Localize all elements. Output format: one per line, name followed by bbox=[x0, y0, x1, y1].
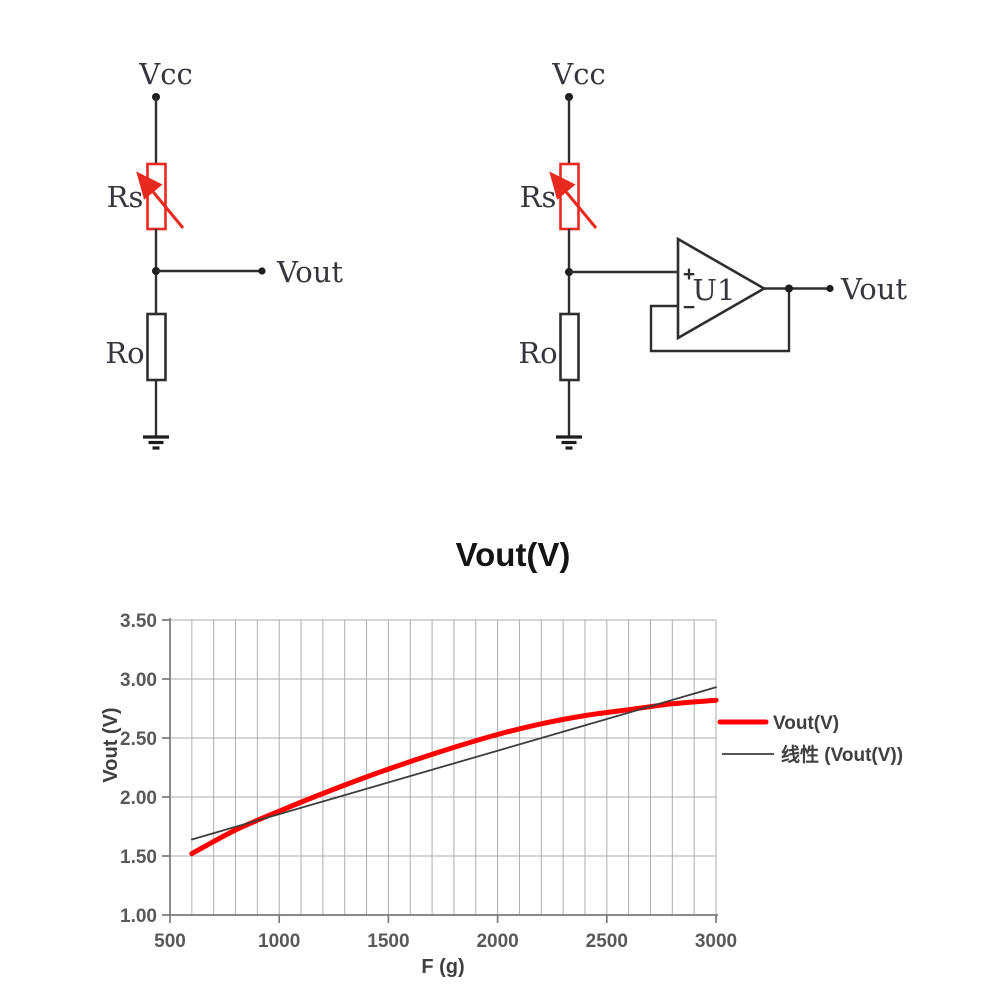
x-tick-label: 2000 bbox=[476, 931, 518, 952]
circuit-right: Vcc Rs Ro + − U1 bbox=[518, 57, 907, 450]
chart-axes bbox=[162, 618, 718, 923]
legend-label-linear: 线性 (Vout(V)) bbox=[781, 743, 903, 766]
vcc-label: Vcc bbox=[138, 57, 192, 91]
chart-gridlines bbox=[170, 619, 717, 915]
opamp-triangle bbox=[676, 236, 767, 341]
ground-symbol bbox=[556, 435, 582, 450]
y-tick-label: 2.50 bbox=[120, 729, 157, 750]
y-tick-label: 3.00 bbox=[120, 670, 157, 691]
x-tick-label: 1500 bbox=[367, 931, 409, 952]
rs-label: Rs bbox=[520, 180, 557, 214]
opamp-minus-input: − bbox=[683, 296, 695, 319]
y-tick-label: 1.00 bbox=[120, 906, 157, 927]
resistor-r0 bbox=[146, 312, 167, 382]
r0-label: Ro bbox=[105, 336, 144, 370]
chart-series bbox=[189, 686, 719, 857]
chart-legend: Vout(V) 线性 (Vout(V)) bbox=[717, 713, 903, 766]
x-tick-label: 3000 bbox=[695, 931, 737, 952]
feedback-wire bbox=[649, 288, 791, 353]
x-axis-label: F (g) bbox=[421, 956, 464, 978]
rs-label: Rs bbox=[107, 180, 144, 214]
ground-symbol bbox=[143, 435, 169, 450]
x-tick-label: 2500 bbox=[586, 931, 628, 952]
vout-label: Vout bbox=[276, 255, 343, 289]
variable-resistor-arrow bbox=[136, 171, 185, 229]
opamp-plus-input: + bbox=[683, 263, 695, 286]
legend-label-vout: Vout(V) bbox=[773, 713, 839, 734]
vout-label: Vout bbox=[840, 272, 907, 306]
y-tick-label: 3.50 bbox=[120, 611, 157, 632]
chart: Vout(V) 500 1000 1500 2000 2500 3000 1.00 1.50 2… bbox=[100, 536, 903, 978]
feedback-junction-dot bbox=[785, 284, 793, 293]
vout-terminal-dot bbox=[826, 284, 834, 293]
y-tick-label: 1.50 bbox=[120, 847, 157, 868]
resistor-r0 bbox=[559, 312, 580, 382]
r0-label: Ro bbox=[518, 336, 557, 370]
vout-terminal-dot bbox=[258, 267, 266, 275]
x-tick-label: 1000 bbox=[258, 931, 300, 952]
y-axis-label: Vout (V) bbox=[100, 707, 122, 782]
opamp-label: U1 bbox=[693, 273, 736, 307]
chart-title: Vout(V) bbox=[456, 536, 571, 573]
series-line-0 bbox=[189, 697, 719, 857]
vcc-label: Vcc bbox=[551, 57, 605, 91]
circuit-left: Vcc Rs Vout Ro bbox=[105, 57, 343, 450]
chart-tick-labels: 500 1000 1500 2000 2500 3000 1.00 1.50 2.00 2.50 3… bbox=[120, 611, 737, 952]
series-line-1 bbox=[190, 686, 717, 841]
y-tick-label: 2.00 bbox=[120, 788, 157, 809]
variable-resistor-arrow bbox=[549, 171, 598, 229]
x-tick-label: 500 bbox=[154, 931, 186, 952]
